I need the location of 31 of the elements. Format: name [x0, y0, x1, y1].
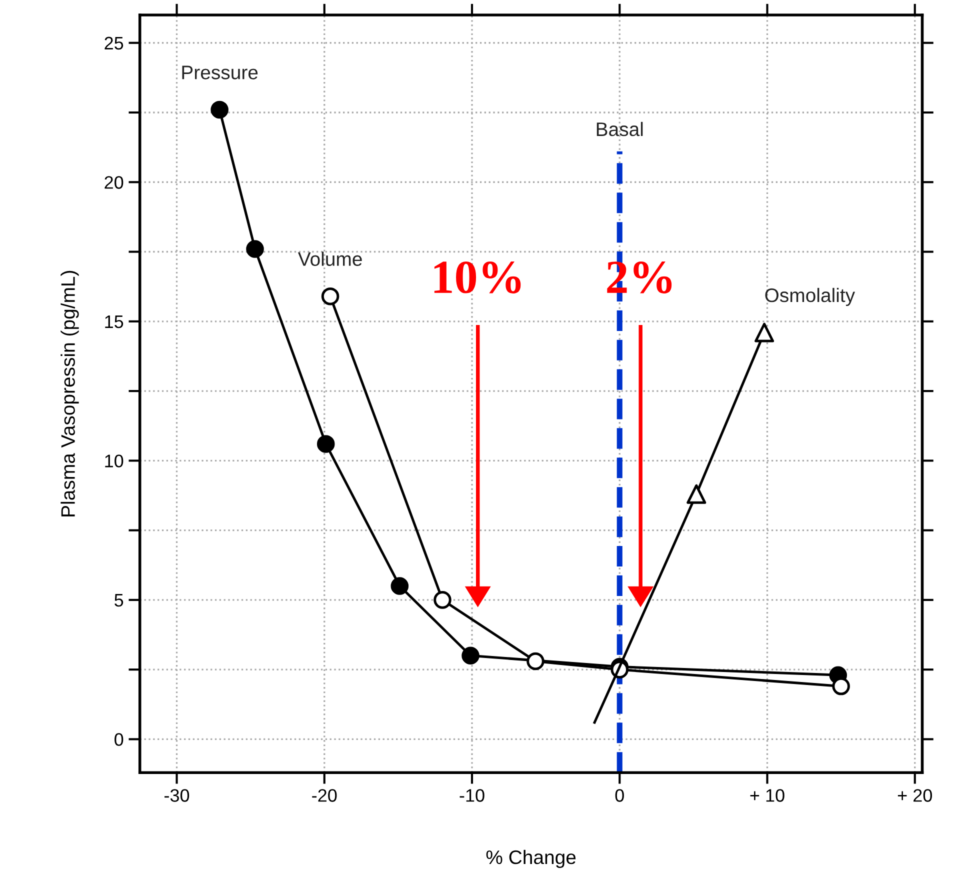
x-tick-label: -10 [460, 789, 484, 802]
y-tick-label: 15 [105, 316, 124, 328]
point [434, 591, 452, 609]
point [316, 435, 335, 453]
point [686, 484, 706, 504]
point [321, 287, 340, 306]
point [832, 677, 850, 696]
x-tick-label: 0 [615, 789, 624, 802]
y-tick-label: 20 [104, 176, 124, 189]
y-tick-label: 5 [114, 594, 124, 607]
x-tick-label: + 20 [898, 789, 932, 802]
x-tick-label: -30 [164, 789, 190, 802]
annotation: 10% [434, 261, 521, 294]
series-label: Osmolality [765, 288, 856, 306]
annotation: 2% [607, 261, 672, 294]
point [462, 646, 480, 665]
series-label: Pressure [182, 66, 258, 80]
series-label: Volume [298, 252, 362, 266]
point [526, 652, 544, 670]
x-tick-label: -20 [312, 789, 337, 802]
x-axis-title: % Change [486, 850, 576, 868]
y-tick-label: 25 [104, 36, 124, 50]
point [246, 240, 264, 258]
x-tick-label: + 10 [750, 789, 784, 802]
point [754, 322, 774, 342]
ref-line-label: Basal [596, 122, 643, 136]
point [210, 100, 228, 119]
y-axis-title: Plasma Vasopressin (pg/mL) [60, 270, 79, 516]
y-tick-label: 10 [105, 454, 124, 468]
point [390, 577, 409, 595]
y-tick-label: 0 [114, 733, 124, 746]
